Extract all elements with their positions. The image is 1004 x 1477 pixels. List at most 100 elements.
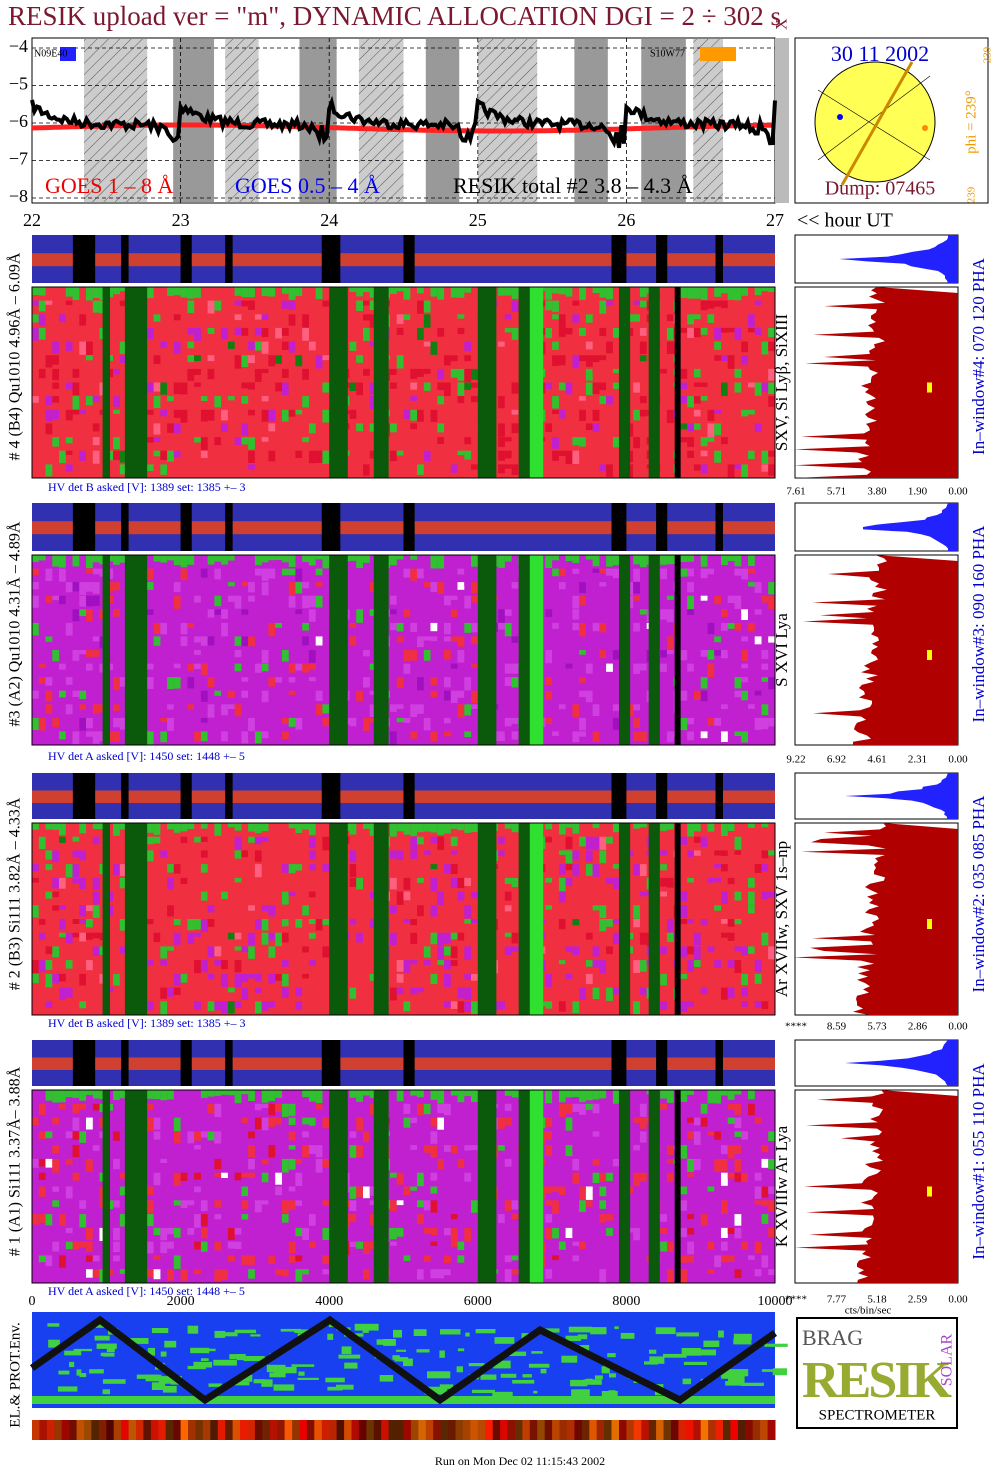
cell — [59, 919, 66, 930]
cell — [464, 864, 472, 878]
cell — [153, 314, 161, 322]
cell — [268, 891, 276, 901]
cell — [437, 582, 445, 594]
cell — [302, 1117, 309, 1125]
rate-tick: 4.61 — [867, 754, 886, 766]
cell — [741, 437, 748, 443]
cell — [417, 300, 424, 314]
cell — [200, 568, 208, 578]
cell — [511, 823, 519, 833]
cell — [119, 677, 127, 687]
cell — [707, 946, 715, 953]
cell — [754, 690, 762, 696]
cell — [612, 341, 620, 350]
cell — [295, 690, 303, 702]
cell — [369, 877, 377, 889]
cell — [241, 850, 249, 858]
cell — [302, 905, 309, 916]
cell — [734, 595, 742, 610]
cell — [113, 960, 120, 971]
cell — [356, 960, 363, 968]
cell — [585, 622, 593, 635]
cell — [599, 327, 607, 336]
cell — [558, 836, 566, 847]
cell — [241, 1255, 249, 1265]
cell — [680, 905, 688, 918]
cell — [680, 717, 688, 731]
cell — [666, 437, 674, 444]
cell — [754, 1269, 762, 1277]
cell — [430, 582, 438, 592]
cell — [666, 919, 674, 933]
cell — [180, 891, 188, 900]
cell — [248, 1269, 255, 1279]
cell — [308, 731, 316, 740]
cell — [261, 905, 269, 912]
cell — [288, 1117, 296, 1125]
cell — [167, 382, 174, 388]
cell — [545, 437, 553, 443]
cell — [153, 836, 161, 844]
cell — [369, 663, 377, 670]
rate-tick: 0.00 — [948, 486, 968, 498]
cell — [417, 836, 424, 845]
cell — [437, 555, 445, 569]
cell — [86, 1269, 93, 1278]
cell — [396, 622, 404, 632]
cell — [288, 1214, 296, 1224]
cell — [687, 327, 694, 338]
cell — [585, 450, 593, 462]
cell — [721, 1269, 728, 1276]
cell — [288, 287, 296, 300]
cell — [558, 987, 566, 997]
cell — [308, 1103, 316, 1113]
cell — [707, 823, 715, 832]
cell — [167, 946, 174, 951]
hv: HV det B asked [V]: 1389 set: 1385 +– 3 — [48, 1016, 246, 1030]
cell — [295, 1227, 303, 1237]
cell — [687, 1172, 694, 1177]
cell — [693, 382, 701, 387]
cell — [59, 690, 66, 698]
cell — [592, 1172, 600, 1183]
cell — [32, 287, 39, 295]
env-blob — [58, 1370, 70, 1375]
cell — [700, 382, 708, 387]
cell — [369, 717, 377, 723]
cell — [707, 568, 715, 575]
cell — [65, 300, 73, 306]
cell — [86, 731, 93, 737]
cell — [754, 595, 762, 603]
bar-cell — [188, 1420, 196, 1440]
cell — [92, 382, 100, 394]
cell — [59, 1131, 66, 1139]
cell — [241, 1090, 249, 1095]
bar-cell — [611, 1420, 620, 1440]
cell — [423, 300, 431, 313]
cell — [734, 287, 742, 301]
cell — [194, 1001, 201, 1010]
cell — [680, 437, 688, 443]
cell — [113, 396, 120, 407]
cell — [119, 987, 127, 995]
cell — [32, 731, 39, 745]
cell — [396, 650, 404, 663]
cell — [308, 1090, 316, 1102]
cell — [173, 677, 181, 689]
cell — [423, 382, 431, 391]
cell — [579, 987, 586, 1000]
cell — [322, 609, 330, 622]
cell — [261, 409, 269, 422]
cell — [666, 355, 674, 361]
cell — [504, 396, 512, 410]
cell — [79, 891, 87, 903]
cell — [200, 636, 208, 646]
cell — [194, 1214, 201, 1228]
cell — [390, 368, 397, 375]
cell — [464, 717, 472, 723]
cell — [180, 464, 188, 477]
cell — [761, 1269, 769, 1278]
cell — [464, 677, 472, 691]
cell — [450, 287, 458, 298]
cell — [119, 636, 127, 641]
